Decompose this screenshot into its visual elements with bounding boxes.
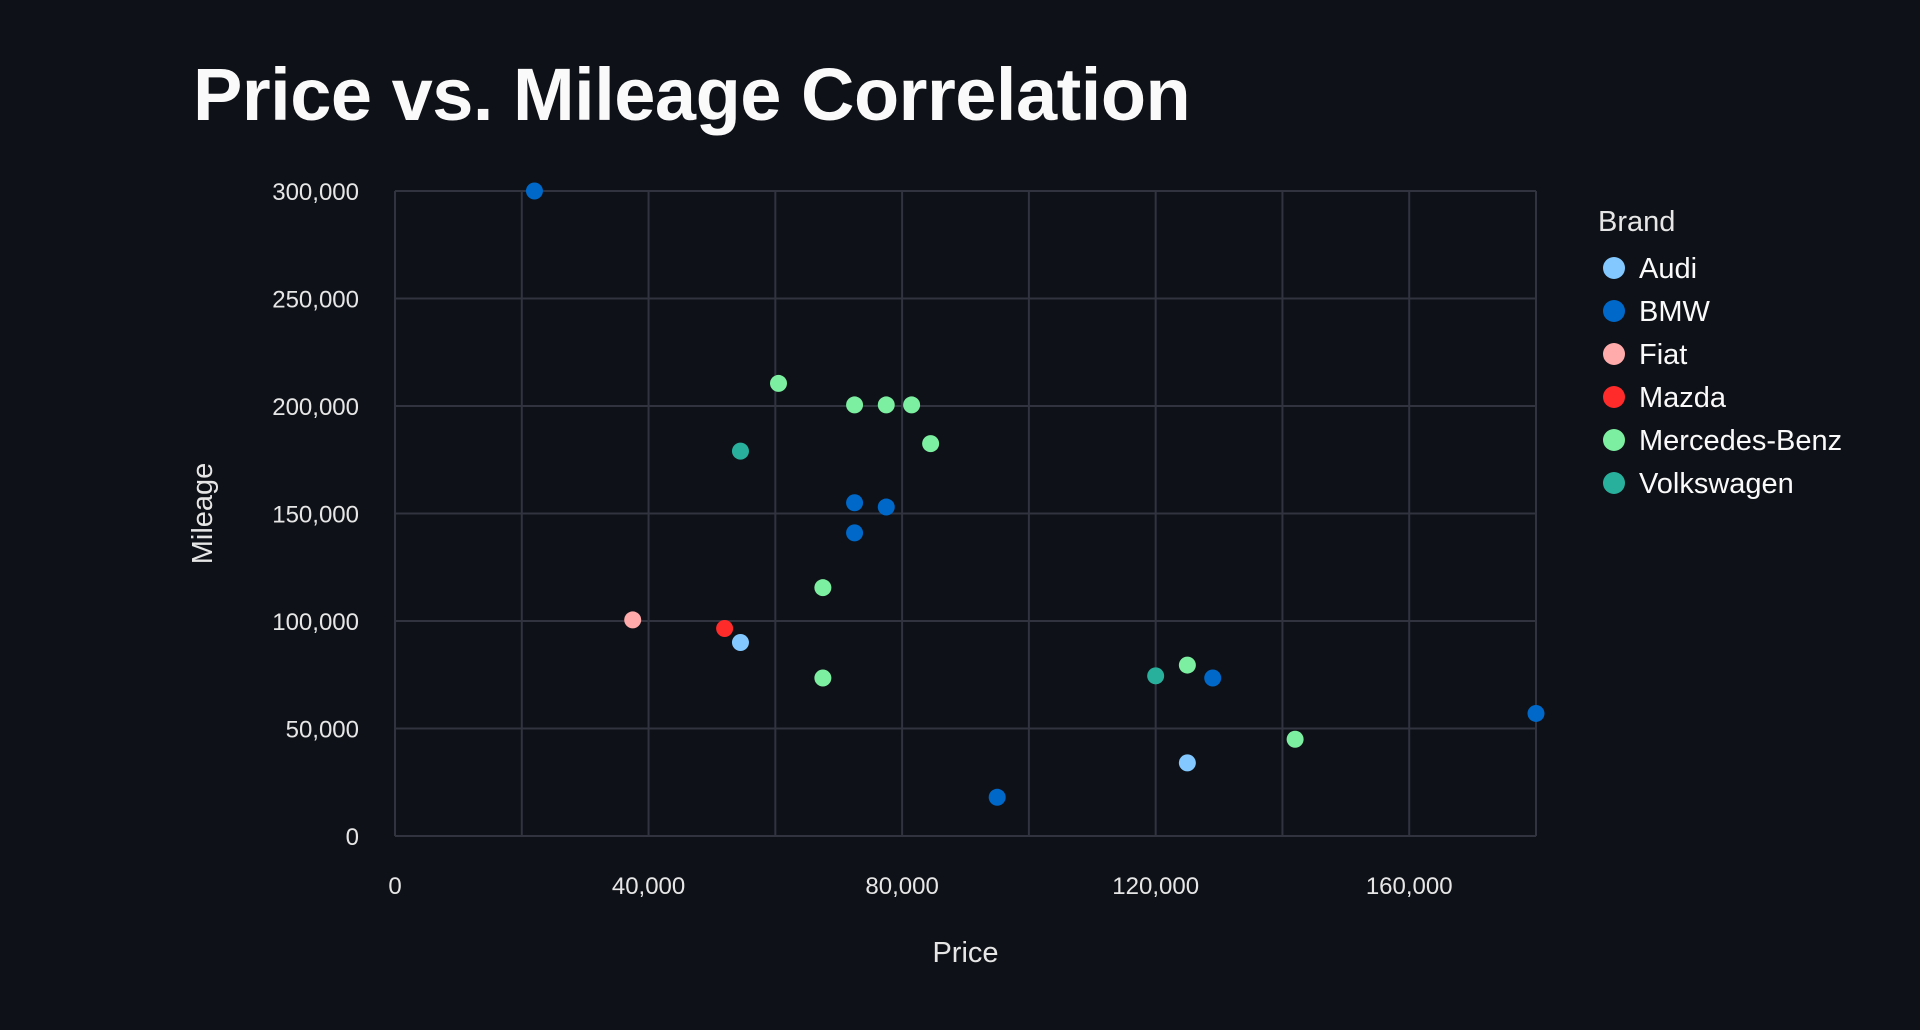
data-point[interactable] [1178,754,1196,772]
x-tick-label: 0 [388,873,401,900]
data-points [525,182,1545,806]
y-tick-label: 150,000 [272,502,359,529]
data-point[interactable] [1527,704,1545,722]
y-tick-label: 50,000 [286,717,359,744]
y-axis-title: Mileage [187,463,219,565]
data-point[interactable] [1178,656,1196,674]
page-title: Price vs. Mileage Correlation [193,53,1191,136]
legend-label[interactable]: Audi [1639,253,1697,285]
data-point[interactable] [814,579,832,597]
legend-swatch [1603,343,1625,365]
legend-title: Brand [1598,206,1675,238]
axes: 0 40,000 80,000 120,000 160,000 0 50,000 100,00… [187,179,1453,969]
data-point[interactable] [1286,730,1304,748]
legend-swatch [1603,429,1625,451]
legend: Brand Audi BMW Fiat Mazda Mercedes-Benz Volksw… [1598,206,1842,500]
y-tick-label: 250,000 [272,287,359,314]
y-tick-label: 300,000 [272,179,359,206]
x-axis-title: Price [932,937,998,969]
data-point[interactable] [624,611,642,629]
data-point[interactable] [731,442,749,460]
data-point[interactable] [731,634,749,651]
x-tick-label: 40,000 [612,873,685,900]
data-point[interactable] [988,788,1006,806]
data-point[interactable] [922,435,940,453]
data-point[interactable] [1204,669,1222,687]
y-tick-label: 200,000 [272,394,359,421]
data-point[interactable] [846,494,864,512]
legend-swatch [1603,300,1625,322]
y-tick-label: 100,000 [272,609,359,636]
legend-swatch [1603,386,1625,408]
data-point[interactable] [903,396,921,414]
data-point[interactable] [770,374,788,392]
data-point[interactable] [877,498,895,516]
grid [394,190,1537,837]
data-point[interactable] [525,182,543,200]
data-point[interactable] [877,396,895,414]
legend-swatch [1603,257,1625,279]
x-tick-label: 160,000 [1366,873,1453,900]
data-point[interactable] [846,396,864,414]
legend-label[interactable]: Fiat [1639,339,1687,371]
legend-label[interactable]: Mercedes-Benz [1639,425,1842,457]
data-point[interactable] [814,669,832,687]
y-tick-label: 0 [346,824,359,851]
legend-label[interactable]: Volkswagen [1639,468,1794,500]
data-point[interactable] [1147,667,1165,685]
legend-label[interactable]: BMW [1639,296,1711,328]
x-tick-label: 120,000 [1112,873,1199,900]
data-point[interactable] [716,620,734,638]
legend-label[interactable]: Mazda [1639,382,1727,414]
data-point[interactable] [846,524,864,542]
legend-swatch [1603,472,1625,494]
x-tick-label: 80,000 [865,873,938,900]
